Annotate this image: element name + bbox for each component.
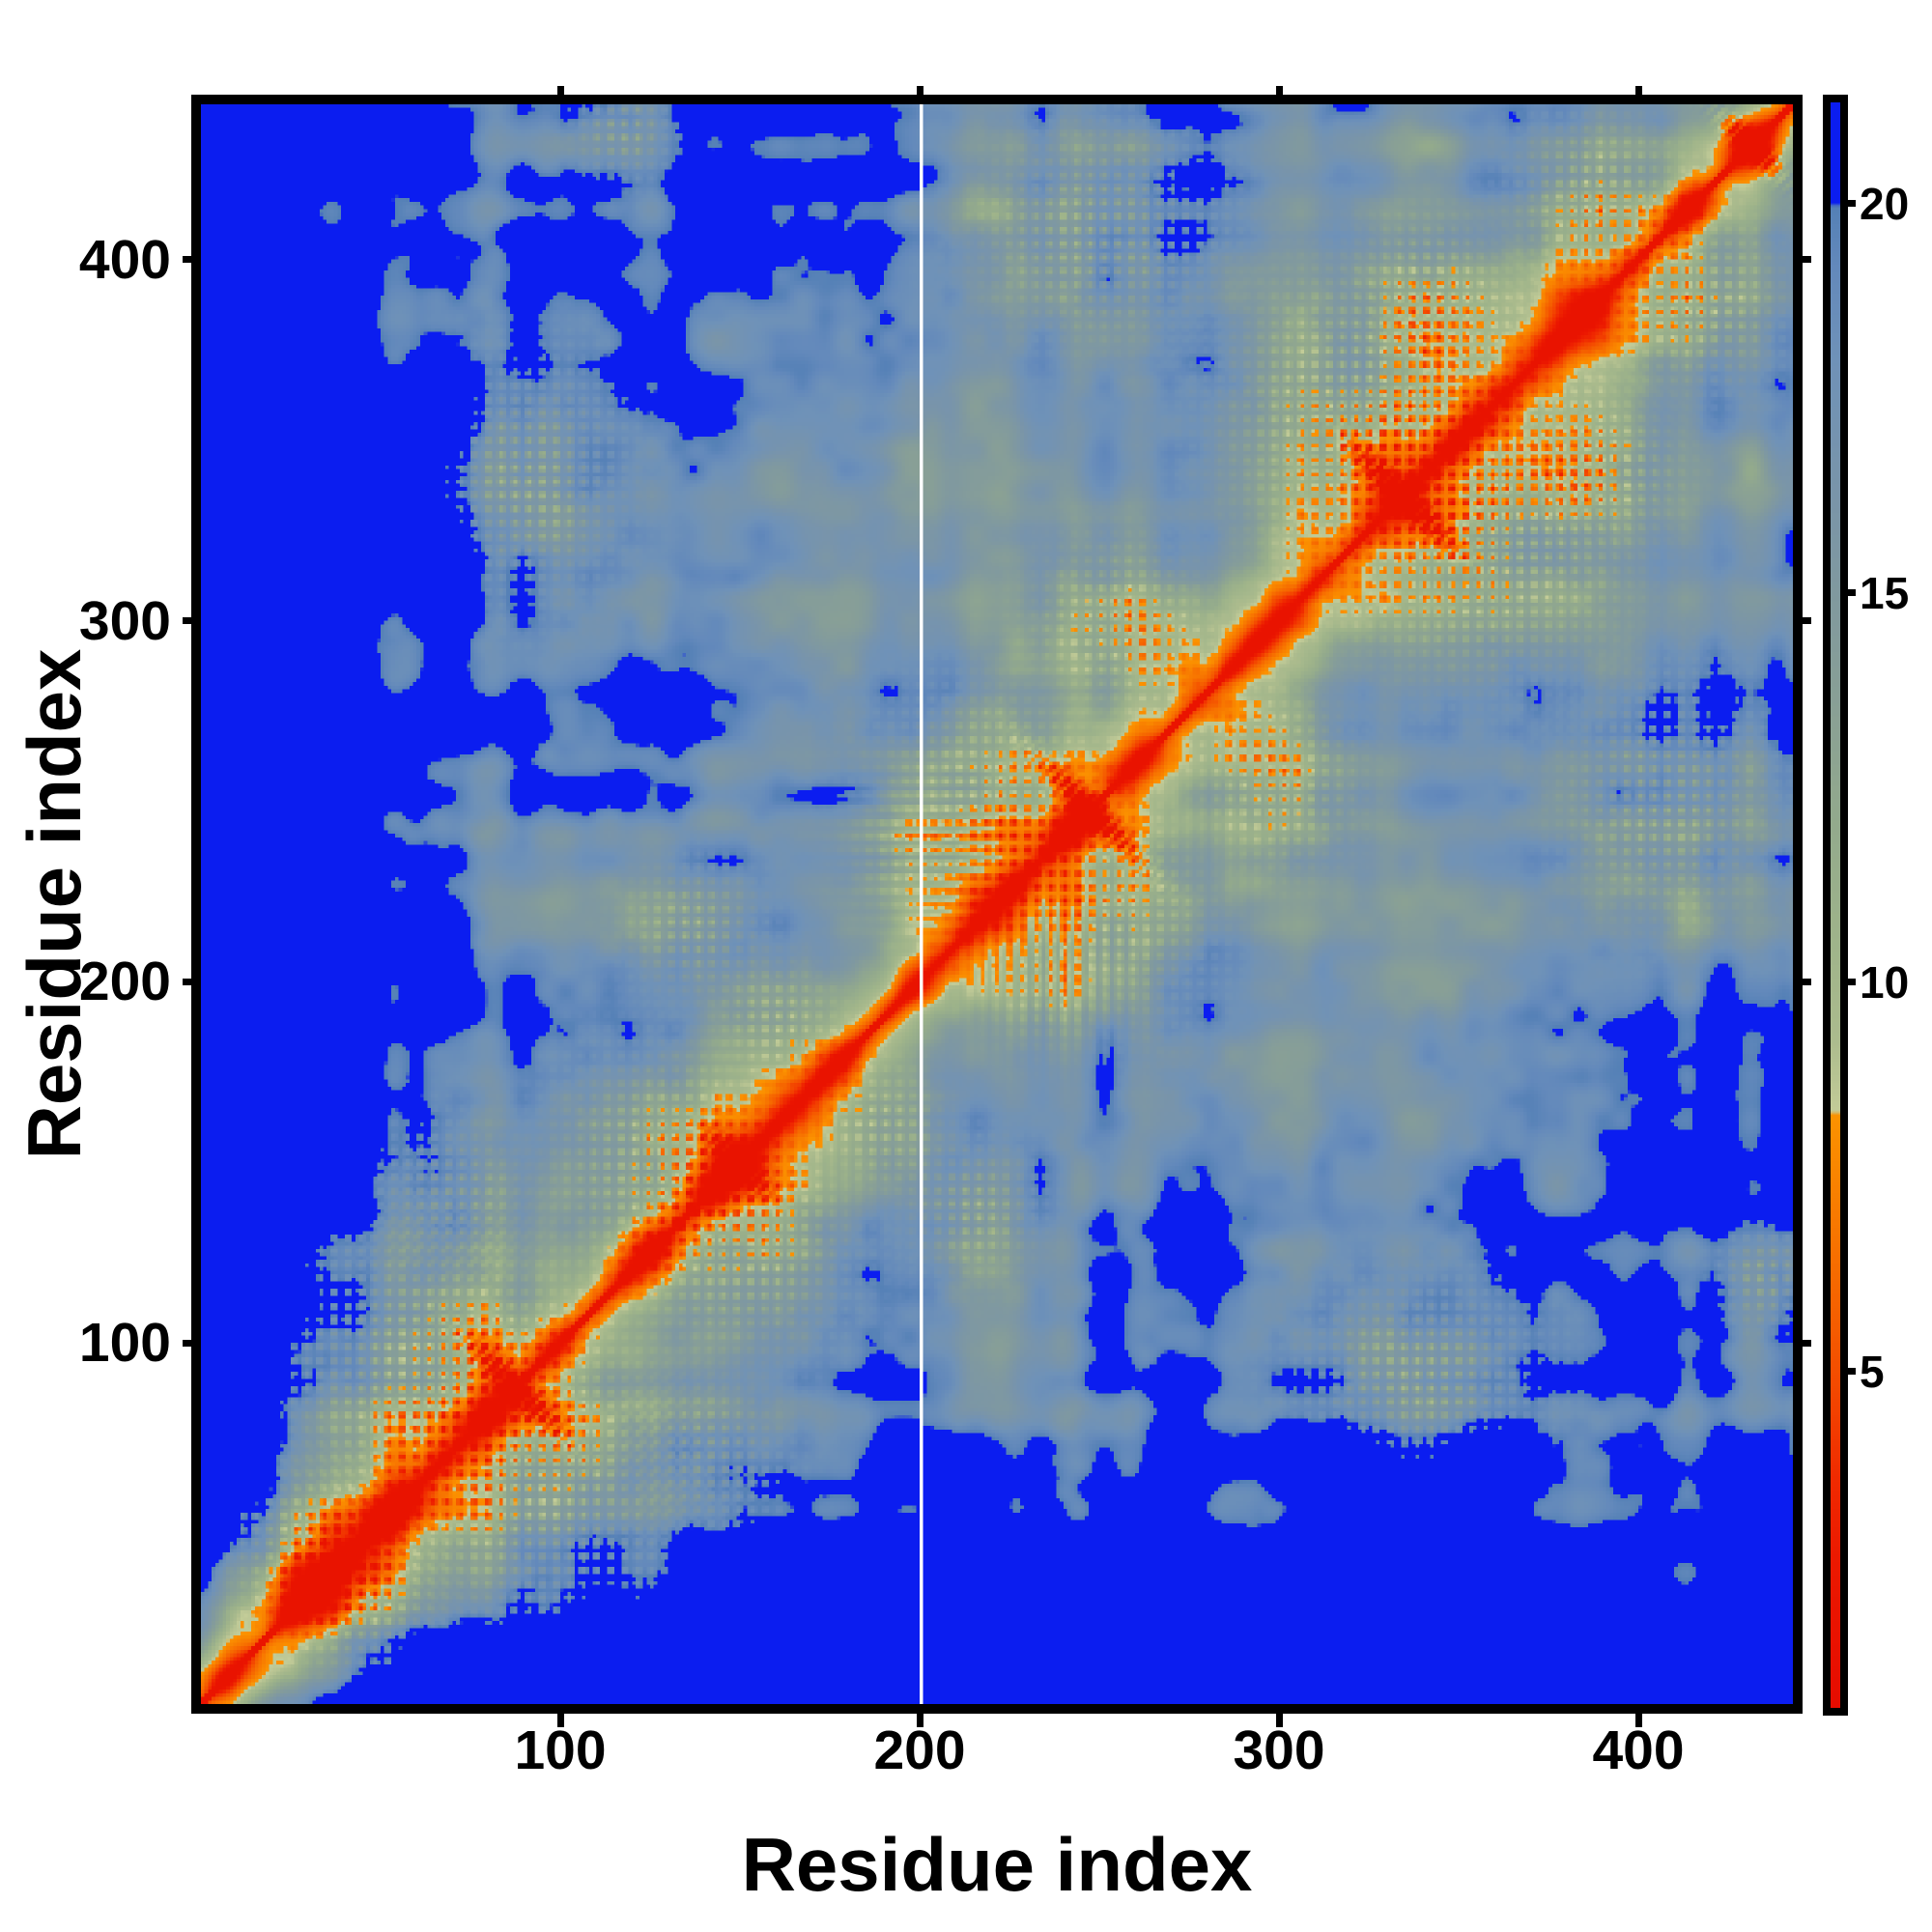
x-axis-tick-top	[1634, 86, 1642, 95]
colorbar-gradient	[1831, 102, 1840, 1708]
y-tick-label: 200	[78, 951, 171, 1013]
y-tick-label: 100	[78, 1312, 171, 1375]
x-axis-tick-bottom	[556, 1714, 564, 1727]
y-axis-tick-right	[1803, 978, 1811, 985]
colorbar-tick-label: 5	[1860, 1346, 1885, 1397]
colorbar-tick-label: 15	[1860, 567, 1910, 618]
y-tick-label: 400	[78, 228, 171, 291]
y-axis-tick-right	[1803, 1339, 1811, 1347]
y-axis-title: Residue index	[12, 648, 97, 1160]
x-axis-tick-bottom	[916, 1714, 923, 1727]
y-axis-tick-left	[183, 256, 191, 264]
y-axis-tick-left	[183, 978, 191, 985]
y-axis-tick-left	[183, 1339, 191, 1347]
y-axis-tick-right	[1803, 256, 1811, 264]
x-axis-tick-bottom	[1634, 1714, 1642, 1727]
distance-matrix-heatmap	[201, 104, 1793, 1704]
x-axis-tick-bottom	[1275, 1714, 1283, 1727]
x-tick-label: 200	[873, 1719, 966, 1781]
y-tick-label: 300	[78, 589, 171, 652]
x-tick-label: 300	[1233, 1719, 1325, 1781]
colorbar-tick	[1848, 200, 1856, 208]
colorbar	[1823, 95, 1848, 1716]
x-axis-title: Residue index	[741, 1822, 1253, 1907]
colorbar-tick	[1848, 1368, 1856, 1376]
x-tick-label: 400	[1592, 1719, 1685, 1781]
y-axis-tick-left	[183, 617, 191, 625]
colorbar-tick	[1848, 979, 1856, 986]
x-tick-label: 100	[514, 1719, 607, 1781]
x-axis-tick-top	[556, 86, 564, 95]
y-axis-tick-right	[1803, 617, 1811, 625]
heatmap-plot-area	[191, 95, 1803, 1714]
x-axis-tick-top	[1275, 86, 1283, 95]
colorbar-tick-label: 10	[1860, 956, 1910, 1008]
x-axis-tick-top	[916, 86, 923, 95]
colorbar-tick-label: 20	[1860, 178, 1910, 229]
colorbar-tick	[1848, 589, 1856, 597]
